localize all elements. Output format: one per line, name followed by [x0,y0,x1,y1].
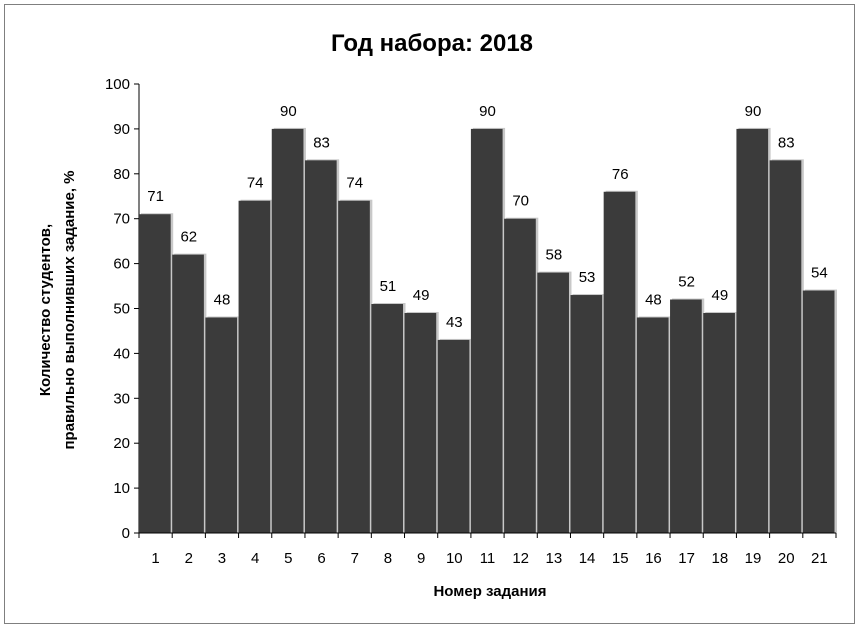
x-tick-label: 20 [778,550,795,567]
bar-value-label: 90 [479,103,496,120]
y-tick-label: 60 [113,256,130,273]
bar [271,128,304,533]
x-tick-label: 6 [317,550,325,567]
bar-value-label: 62 [180,229,197,246]
bar [736,128,769,533]
y-tick-label: 90 [113,121,130,138]
chart-title: Год набора: 2018 [331,30,533,57]
y-axis: 0 10 20 30 40 50 60 70 80 90 100 [105,76,140,542]
x-tick-label: 1 [151,550,159,567]
bar [205,317,238,533]
bar [703,312,735,533]
x-tick-label: 19 [745,550,762,567]
bar [636,317,669,533]
x-tick-label: 18 [711,550,728,567]
x-tick-label: 17 [678,550,695,567]
bar [504,218,536,533]
bar-value-label: 43 [446,314,463,331]
bar-value-label: 83 [313,134,330,151]
bar-value-label: 70 [512,193,529,210]
bar-value-label: 49 [413,287,430,304]
x-tick-label: 13 [546,550,563,567]
x-tick-label: 15 [612,550,629,567]
bar [769,160,802,533]
x-tick-label: 9 [417,550,425,567]
bar [470,128,503,533]
x-axis-label: Номер задания [433,583,546,600]
bar-value-label: 54 [811,265,828,282]
bar-value-label: 76 [612,166,629,183]
x-tick-label: 2 [185,550,193,567]
bar [570,295,603,533]
x-tick-label: 8 [384,550,392,567]
y-tick-label: 10 [113,480,130,497]
bar [371,304,404,533]
x-tick-label: 10 [446,550,463,567]
x-tick-label: 5 [284,550,292,567]
y-axis-label: Количество студентов, правильно выполнив… [37,170,78,449]
y-tick-label: 50 [113,301,130,318]
x-tick-label: 14 [579,550,596,567]
y-tick-label: 70 [113,211,130,228]
y-tick-label: 100 [105,76,130,93]
bar-value-label: 58 [546,247,563,264]
bar-value-label: 53 [579,269,596,286]
bar-value-label: 74 [346,175,363,192]
y-tick-label: 0 [122,525,130,542]
y-tick-label: 20 [113,435,130,452]
bar-series: 71 62 48 74 90 83 74 51 49 43 90 70 58 53 76 48 52 49 90 83… [139,103,837,534]
bar-value-label: 48 [645,291,662,308]
bar [238,200,271,534]
bar [338,200,370,534]
bar-value-label: 48 [214,291,231,308]
y-axis-label-line-1: Количество студентов, [37,224,54,396]
bar [404,312,437,533]
y-axis-label-line-2: правильно выполнивших задание, % [61,170,78,449]
x-tick-label: 16 [645,550,662,567]
y-tick-label: 30 [113,390,130,407]
bar-value-label: 90 [745,103,762,120]
bar [139,214,171,533]
x-tick-label: 4 [251,550,259,567]
x-tick-label: 12 [512,550,529,567]
x-tick-label: 21 [811,550,828,567]
bar-value-label: 83 [778,134,795,151]
bar [802,290,835,533]
x-tick-label: 11 [480,550,496,567]
x-axis: 1 2 3 4 5 6 7 8 9 10 11 12 13 14 15 16 17 18 19 20 21 [138,532,837,567]
bar-value-label: 90 [280,103,297,120]
x-tick-label: 3 [218,550,226,567]
bar [603,191,636,533]
bar-value-label: 74 [247,175,264,192]
y-tick-label: 40 [113,345,130,362]
bar [537,272,569,533]
bar [304,160,337,533]
bar [670,299,702,533]
bar-value-label: 51 [380,278,397,295]
bar-value-label: 71 [147,188,164,205]
bar [172,254,204,533]
bar-value-label: 52 [678,274,695,291]
bar [437,339,470,533]
y-tick-label: 80 [113,166,130,183]
x-tick-label: 7 [351,550,359,567]
bar-value-label: 49 [711,287,728,304]
